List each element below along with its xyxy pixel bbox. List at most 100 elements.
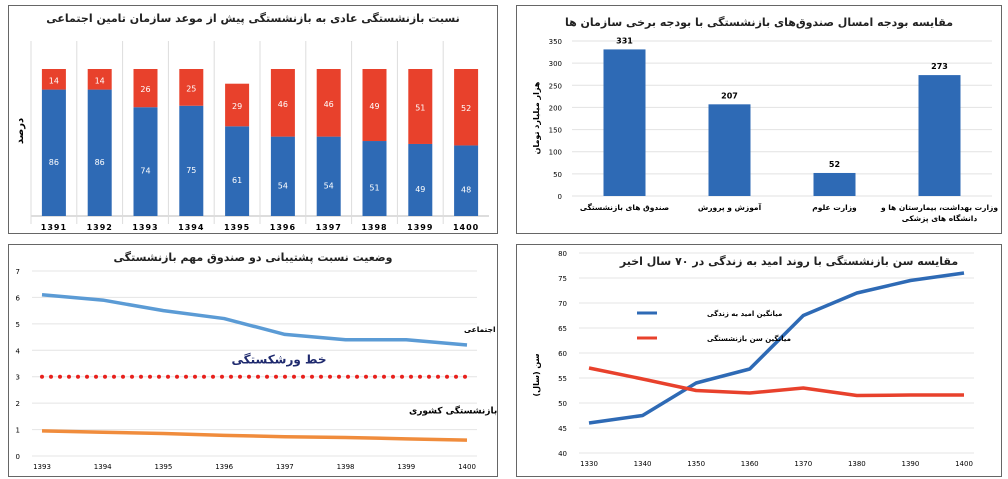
x-tick-label: صندوق های بازنشستگی xyxy=(580,203,669,212)
data-label: 61 xyxy=(232,176,242,185)
y-tick-label: 70 xyxy=(558,300,567,308)
series-line xyxy=(588,366,964,398)
data-label: 48 xyxy=(461,186,471,195)
x-tick-label: 1396 xyxy=(215,463,233,471)
series-line xyxy=(588,271,965,425)
y-tick-label: 300 xyxy=(549,60,562,68)
x-tick-label: 1393 xyxy=(33,463,51,471)
x-tick-label: 1391 xyxy=(41,223,67,232)
bar-segment xyxy=(225,126,250,216)
x-tick-label: 1398 xyxy=(361,223,387,232)
data-label: 54 xyxy=(324,181,334,190)
y-tick-label: 60 xyxy=(558,350,567,358)
y-tick-label: 0 xyxy=(16,453,20,461)
bar-segment xyxy=(87,69,112,90)
series-label: صندوق بازنشستگی تامین اجتماعی xyxy=(464,325,497,334)
bar-segment xyxy=(41,89,66,216)
bar-segment xyxy=(316,69,341,137)
x-tick-label: 1399 xyxy=(397,463,415,471)
data-label: 49 xyxy=(415,185,425,194)
chart-life-expectancy: 40 45 50 55 60 65 70 75 80 1330 1340 1350 1360 1370 13… xyxy=(516,244,1002,477)
data-label: 52 xyxy=(829,160,840,169)
x-tick-label: 1397 xyxy=(316,223,342,232)
bar-segment xyxy=(87,89,112,216)
legend-label: میانگین سن بازنشستگی xyxy=(707,334,791,343)
chart-support-ratio: وضعیت نسبت پشتیبانی دو صندوق مهم بازنشست… xyxy=(8,244,498,477)
x-tick-label: 1370 xyxy=(794,460,812,468)
y-tick-label: 250 xyxy=(549,82,562,90)
y-axis-label: هزار میلیارد تومان xyxy=(532,81,541,154)
y-tick-label: 2 xyxy=(16,400,20,408)
x-tick-label: 1393 xyxy=(132,223,158,232)
x-tick-label: وزارت بهداشت، بیمارستان ها و دانشگاه های … xyxy=(880,203,998,223)
x-tick-label: 1400 xyxy=(453,223,479,232)
y-tick-label: 50 xyxy=(558,400,567,408)
y-tick-label: 6 xyxy=(16,294,21,302)
chart-budget: مقایسه بودجه امسال صندوق‌های بازنشستگی ب… xyxy=(516,5,1002,234)
data-label: 54 xyxy=(278,181,288,190)
data-label: 14 xyxy=(95,76,105,85)
x-tick-label: 1400 xyxy=(458,463,476,471)
bar-segment xyxy=(316,136,341,216)
data-label: 51 xyxy=(415,103,425,112)
chart-title: وضعیت نسبت پشتیبانی دو صندوق مهم بازنشست… xyxy=(113,251,393,264)
y-tick-label: 75 xyxy=(558,275,567,283)
x-tick-label: 1397 xyxy=(276,463,294,471)
series-label: صندوق بازنشستگی کشوری xyxy=(409,405,497,417)
y-tick-label: 45 xyxy=(558,425,567,433)
bar-segment xyxy=(41,69,66,90)
y-tick-label: 5 xyxy=(16,321,20,329)
bar-segment xyxy=(408,69,433,144)
x-tick-label: 1395 xyxy=(224,223,250,232)
y-tick-label: 0 xyxy=(558,193,562,201)
bar-segment xyxy=(362,141,387,216)
y-tick-label: 3 xyxy=(16,374,20,382)
data-label: 52 xyxy=(461,104,471,113)
data-label: 26 xyxy=(140,85,150,94)
x-tick-label: 1350 xyxy=(687,460,705,468)
y-tick-label: 4 xyxy=(16,347,21,355)
y-tick-label: 350 xyxy=(549,38,562,46)
y-tick-label: 65 xyxy=(558,325,567,333)
bar-segment xyxy=(179,105,204,216)
data-label: 25 xyxy=(186,84,196,93)
series-line xyxy=(41,429,468,442)
x-tick-label: آموزش و پرورش xyxy=(698,202,762,212)
y-tick-label: 1 xyxy=(16,427,20,435)
x-tick-label: 1360 xyxy=(741,460,759,468)
bar-segment xyxy=(270,136,295,216)
bar-segment xyxy=(454,69,479,146)
y-tick-label: 150 xyxy=(549,127,562,135)
bar xyxy=(918,75,961,196)
data-label: 273 xyxy=(931,62,948,71)
data-label: 51 xyxy=(369,184,379,193)
data-label: 86 xyxy=(49,158,59,167)
x-tick-label: 1394 xyxy=(178,223,204,232)
data-label: 75 xyxy=(186,166,196,175)
x-tick-label: 1380 xyxy=(848,460,866,468)
bar-segment xyxy=(454,145,479,216)
x-tick-label: 1396 xyxy=(270,223,296,232)
bar-segment xyxy=(362,69,387,142)
x-tick-label: 1340 xyxy=(634,460,652,468)
bar-segment xyxy=(408,143,433,216)
chart-title: مقایسه بودجه امسال صندوق‌های بازنشستگی ب… xyxy=(564,16,954,29)
x-tick-label: 1330 xyxy=(580,460,598,468)
y-tick-label: 7 xyxy=(16,268,20,276)
series-label: خط ورشکستگی xyxy=(231,353,326,368)
x-tick-label: 1395 xyxy=(155,463,173,471)
data-label: 46 xyxy=(278,100,288,109)
series-line xyxy=(41,293,468,347)
data-label: 29 xyxy=(232,102,242,111)
bar-segment xyxy=(225,83,250,127)
data-label: 74 xyxy=(140,167,150,176)
y-tick-label: 40 xyxy=(558,450,567,458)
x-tick-label: 1399 xyxy=(407,223,433,232)
y-tick-label: 50 xyxy=(553,171,562,179)
y-tick-label: 100 xyxy=(549,149,562,157)
data-label: 207 xyxy=(721,91,738,100)
y-axis-label: درصد xyxy=(15,118,26,144)
chart-early-retirement: نسبت بازنشستگی عادی به بازنشستگی پیش از … xyxy=(8,5,498,234)
chart-title: نسبت بازنشستگی عادی به بازنشستگی پیش از … xyxy=(46,12,460,25)
x-tick-label: 1392 xyxy=(87,223,113,232)
